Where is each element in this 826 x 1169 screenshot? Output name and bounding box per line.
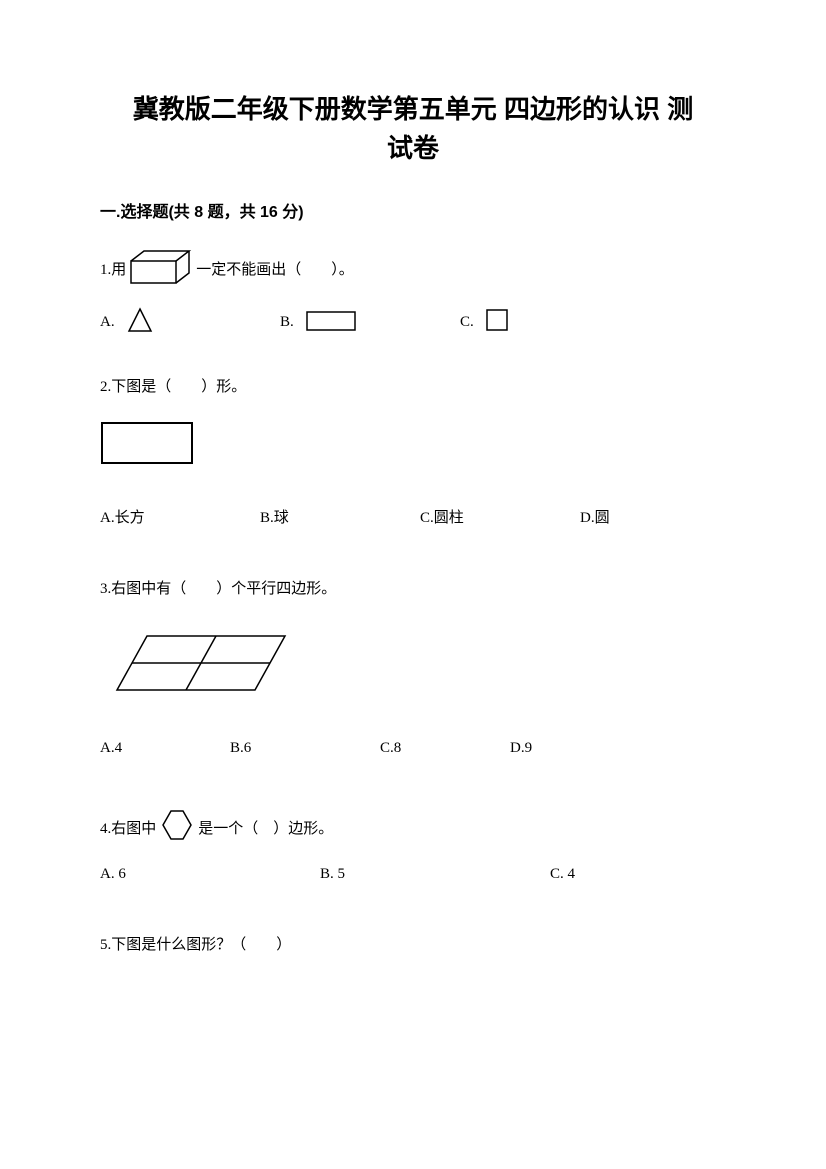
q1-optB-label: B. xyxy=(280,314,294,331)
hexagon-icon xyxy=(159,807,195,848)
question-3: 3.右图中有（ ）个平行四边形。 A.4 B.6 C.8 D.9 xyxy=(100,577,726,757)
q4-optB: B. 5 xyxy=(320,866,345,883)
q2-optD: D.圆 xyxy=(580,506,610,527)
q3-optB: B.6 xyxy=(230,740,251,757)
section-header: 一.选择题(共 8 题，共 16 分) xyxy=(100,198,726,222)
q4-optC: C. 4 xyxy=(550,866,575,883)
q3-text: 3.右图中有（ ）个平行四边形。 xyxy=(100,577,726,598)
question-2: 2.下图是（ ）形。 A.长方 B.球 C.圆柱 D.圆 xyxy=(100,375,726,527)
q4-prefix: 4.右图中 xyxy=(100,817,156,838)
q1-optA-label: A. xyxy=(100,314,115,331)
cuboid-icon xyxy=(126,247,196,290)
q1-optC-label: C. xyxy=(460,314,474,331)
q3-optA: A.4 xyxy=(100,740,122,757)
rectangle-icon xyxy=(304,306,359,339)
title-line2: 试卷 xyxy=(100,129,726,168)
q2-optC: C.圆柱 xyxy=(420,506,464,527)
triangle-icon xyxy=(125,305,155,340)
q1-suffix: 一定不能画出（ ）。 xyxy=(196,258,354,279)
square-icon xyxy=(484,307,510,338)
q2-figure xyxy=(100,421,726,471)
q3-figure xyxy=(115,628,726,705)
q3-optD: D.9 xyxy=(510,740,532,757)
q4-suffix: 是一个（ ）边形。 xyxy=(198,817,333,838)
question-4: 4.右图中 是一个（ ）边形。 A. 6 B. 5 C. 4 xyxy=(100,807,726,883)
q3-optC: C.8 xyxy=(380,740,401,757)
question-5: 5.下图是什么图形？（ ） xyxy=(100,933,726,954)
q2-optA: A.长方 xyxy=(100,506,145,527)
title-line1: 冀教版二年级下册数学第五单元 四边形的认识 测 xyxy=(100,90,726,129)
page-title: 冀教版二年级下册数学第五单元 四边形的认识 测 试卷 xyxy=(100,90,726,168)
q1-prefix: 1.用 xyxy=(100,258,126,279)
q5-text: 5.下图是什么图形？（ ） xyxy=(100,933,726,954)
q4-optA: A. 6 xyxy=(100,866,126,883)
question-1: 1.用 一定不能画出（ ）。 A. B. xyxy=(100,247,726,340)
q2-text: 2.下图是（ ）形。 xyxy=(100,375,726,396)
q2-optB: B.球 xyxy=(260,506,289,527)
